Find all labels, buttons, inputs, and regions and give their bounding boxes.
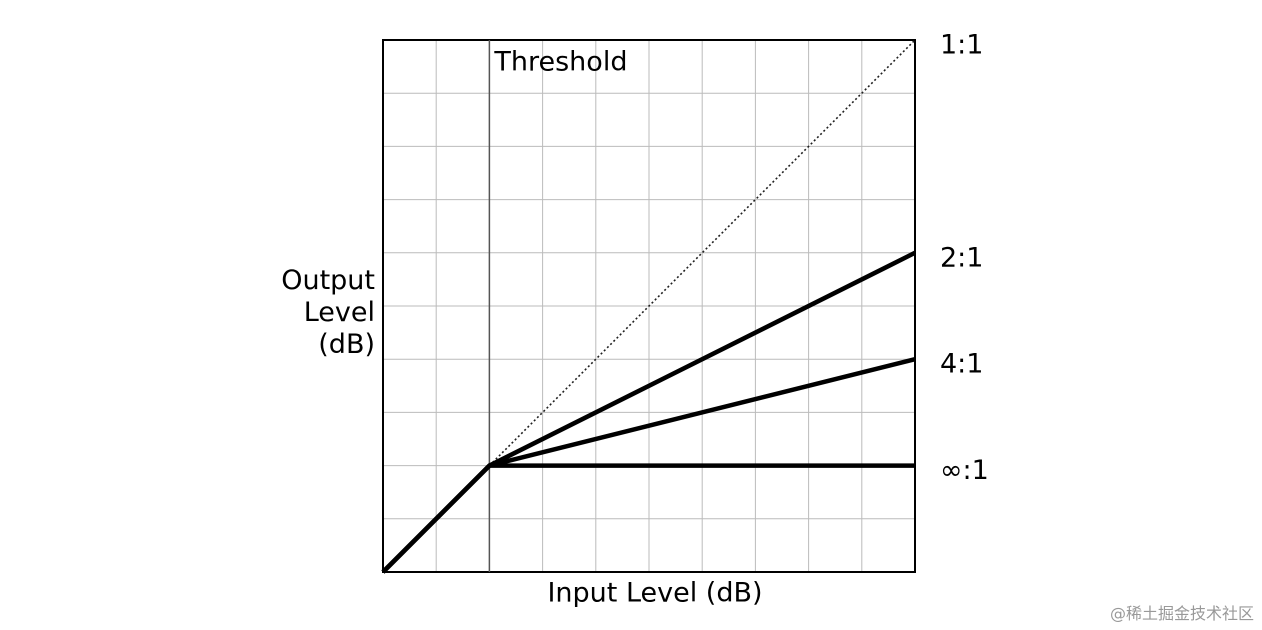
series-label: 4:1 <box>940 349 983 380</box>
series-line <box>381 463 915 574</box>
threshold-label: Threshold <box>493 47 627 78</box>
x-axis-label: Input Level (dB) <box>547 578 762 609</box>
series-line <box>488 39 916 467</box>
series-label: ∞:1 <box>940 455 989 486</box>
series-label: 1:1 <box>940 30 983 61</box>
series-label: 2:1 <box>940 242 983 273</box>
plot-border <box>382 39 916 573</box>
y-axis-label: Output Level (dB) <box>281 265 375 360</box>
watermark: @稀土掘金技术社区 <box>1109 604 1254 623</box>
